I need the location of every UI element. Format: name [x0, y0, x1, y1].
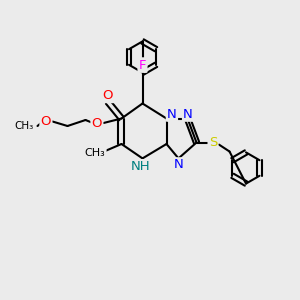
Text: CH₃: CH₃	[15, 121, 34, 131]
Text: N: N	[183, 107, 193, 121]
Text: O: O	[103, 89, 113, 102]
Text: N: N	[174, 158, 184, 172]
Text: S: S	[209, 136, 217, 149]
Text: NH: NH	[131, 160, 151, 173]
Text: O: O	[40, 115, 51, 128]
Text: F: F	[139, 58, 146, 72]
Text: CH₃: CH₃	[85, 148, 106, 158]
Text: O: O	[92, 116, 102, 130]
Text: N: N	[167, 107, 177, 121]
